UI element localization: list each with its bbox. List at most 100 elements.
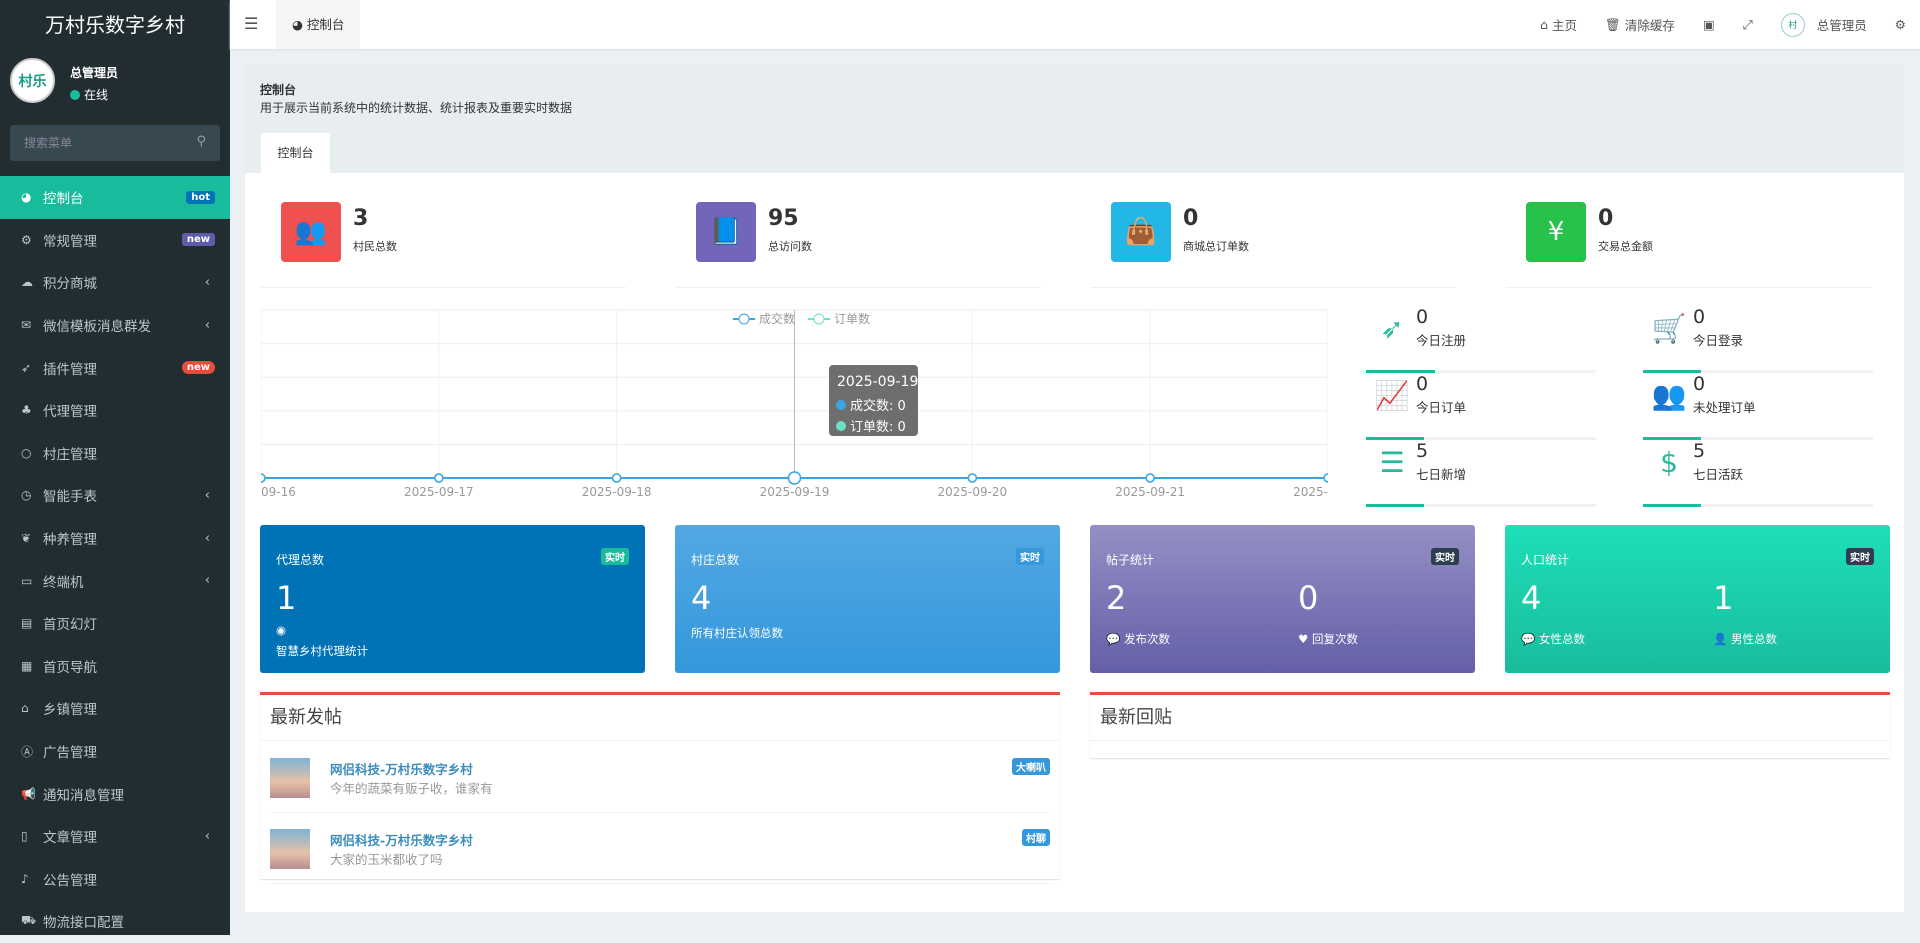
book-icon: 📘 [696,202,756,262]
sidebar-item-15[interactable]: ▯ 文章管理 ‹ [0,815,230,858]
data-point [611,473,622,483]
sidebar-item-3[interactable]: ✉ 微信模板消息群发 ‹ [0,304,230,347]
rocket-icon: ➶ [1380,312,1404,345]
box-title: 帖子统计 [1106,553,1155,567]
translate-button[interactable]: ▣ [1689,17,1729,32]
mini-stat-value: 5 [1416,440,1429,462]
tooltip-marker [836,421,846,431]
mini-stat-value: 0 [1416,373,1429,395]
fullscreen-icon: ⤢ [1742,16,1753,32]
bank-icon: ⌂ [21,701,29,716]
post-author[interactable]: 网侣科技-万村乐数字乡村 [330,762,473,777]
clear-cache-button[interactable]: 🗑 清除缓存 [1591,15,1689,34]
mini-stat-value: 0 [1416,306,1429,328]
sidebar-item-label: 常规管理 [43,233,97,250]
panel-tab-dashboard[interactable]: 控制台 [261,133,330,173]
menu-toggle-icon[interactable]: ☰ [244,14,259,33]
sidebar-item-4[interactable]: ➶ 插件管理 new [0,346,230,389]
menu-badge: new [181,361,215,375]
stat-label: 交易总金额 [1598,240,1653,253]
box-label: 回复次数 [1311,632,1358,646]
sidebar-item-2[interactable]: ☁ 积分商城 ‹ [0,261,230,304]
sidebar-item-17[interactable]: ⛟ 物流接口配置 [0,900,230,943]
user-menu[interactable]: 村总管理员 [1767,12,1881,37]
dollar-icon: $ [1660,446,1678,479]
sidebar-item-label: 广告管理 [43,745,97,762]
x-tick-label: 2025-09-21 [1115,485,1185,498]
stat-value: 0 [1183,206,1199,231]
sidebar-item-10[interactable]: ▤ 首页幻灯 [0,602,230,645]
search-icon[interactable]: ⚲ [196,134,206,149]
sidebar-item-12[interactable]: ⌂ 乡镇管理 [0,687,230,730]
post-content: 今年的蔬菜有贩子收，谁家有 [330,781,493,796]
user-circle-icon: ◉ [276,623,287,637]
realtime-badge: 实时 [601,548,629,565]
settings-button[interactable]: ⚙ [1881,17,1920,32]
sidebar-item-6[interactable]: ○ 村庄管理 [0,432,230,475]
realtime-badge: 实时 [1016,548,1044,565]
circle-icon: ○ [21,445,32,460]
page-description: 用于展示当前系统中的统计数据、统计报表及重要实时数据 [260,101,573,115]
cart-icon: 🛒 [1651,312,1687,345]
stat-label: 村民总数 [353,240,397,253]
sidebar-item-8[interactable]: ❦ 种养管理 ‹ [0,517,230,560]
chevron-left-icon: ‹ [204,573,210,589]
adn-icon: Ⓐ [21,744,34,759]
comment-icon: 💬 [1106,632,1124,646]
sidebar-item-label: 智能手表 [43,489,97,506]
dashboard-icon: ◕ [21,190,32,205]
legend-label: 订单数 [834,311,870,326]
data-point [1323,473,1328,483]
file-icon: ▯ [21,829,28,844]
sidebar-item-label: 通知消息管理 [43,787,124,804]
box-label: 男性总数 [1730,632,1777,646]
sidebar-item-0[interactable]: ◕ 控制台 hot [0,176,230,219]
fullscreen-button[interactable]: ⤢ [1729,17,1767,33]
stat-card: 👥 3 村民总数 [261,202,626,288]
sidebar-item-16[interactable]: ♪ 公告管理 [0,858,230,901]
sidebar-item-label: 首页幻灯 [43,617,97,634]
sidebar-item-5[interactable]: ♣ 代理管理 [0,389,230,432]
cogs-icon: ⚙ [21,232,32,247]
post-author[interactable]: 网侣科技-万村乐数字乡村 [330,833,473,848]
sidebar-item-label: 物流接口配置 [43,915,124,932]
sidebar-item-label: 控制台 [43,191,84,208]
progress-bar [1366,504,1596,507]
post-item[interactable]: 网侣科技-万村乐数字乡村 今年的蔬菜有贩子收，谁家有 大喇叭 [270,742,1050,813]
data-point [261,473,266,483]
cogs-icon: ⚙ [1894,17,1906,32]
tab-dashboard[interactable]: ◕ 控制台 [276,0,361,49]
summary-box: 帖子统计 实时 2 💬 发布次数 0 ♥ 回复次数 [1090,525,1475,673]
tooltip-line: 订单数: 0 [850,420,906,435]
sidebar-item-7[interactable]: ◷ 智能手表 ‹ [0,474,230,517]
post-content: 大家的玉米都收了吗 [330,852,443,867]
mini-stat-label: 今日登录 [1693,333,1744,348]
yen-icon: ¥ [1526,202,1586,262]
x-tick-label: 2025-09-19 [760,485,830,498]
tooltip-marker [836,400,846,410]
sidebar-item-13[interactable]: Ⓐ 广告管理 [0,730,230,773]
legend-marker [738,313,750,325]
mini-stat: ➶ 0 今日注册 [1366,306,1630,373]
x-tick-label: 2025-09-18 [582,485,652,498]
search-input[interactable] [10,125,220,161]
mini-stat: 👥 0 未处理订单 [1643,373,1907,440]
envelope-icon: ✉ [21,318,32,333]
mini-stat-label: 今日订单 [1416,400,1467,415]
sidebar-item-11[interactable]: ▦ 首页导航 [0,645,230,688]
sitemap-icon: ♣ [21,403,32,418]
app-logo[interactable]: 万村乐数字乡村 [45,13,185,37]
box-title: 村庄总数 [691,553,740,567]
box-label: 发布次数 [1123,632,1170,646]
user-icon: 👤 [1713,632,1731,646]
sidebar-item-14[interactable]: 📢 通知消息管理 [0,772,230,815]
sidebar-item-1[interactable]: ⚙ 常规管理 new [0,219,230,262]
data-point [967,473,978,483]
user-name: 总管理员 [70,66,119,80]
sidebar-item-label: 微信模板消息群发 [43,319,151,336]
post-item[interactable]: 网侣科技-万村乐数字乡村 大家的玉米都收了吗 村聊 [270,813,1050,884]
home-link[interactable]: ⌂ 主页 [1526,15,1591,34]
legend-marker [813,313,825,325]
box-label: 智慧乡村代理统计 [276,644,368,658]
sidebar-item-9[interactable]: ▭ 终端机 ‹ [0,559,230,602]
